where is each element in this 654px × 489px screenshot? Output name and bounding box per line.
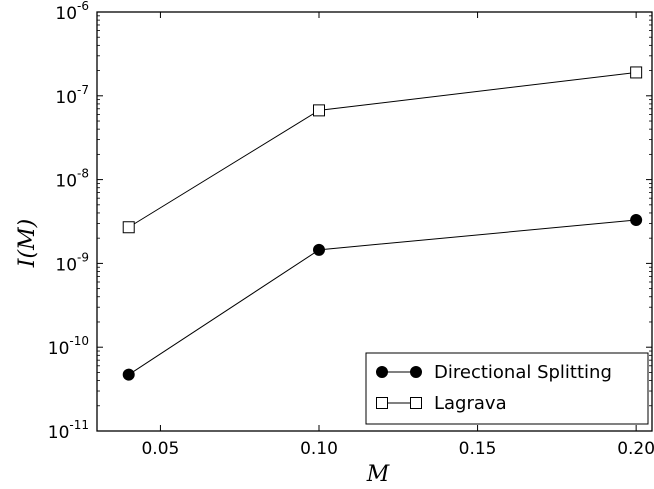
data-point: [630, 66, 643, 79]
y-tick-base: 10: [55, 172, 77, 192]
y-tick-base: 10: [48, 423, 70, 443]
data-point: [313, 243, 325, 256]
legend-marker: [410, 397, 422, 409]
y-tick-base: 10: [48, 339, 70, 359]
y-tick-exponent: -8: [77, 167, 89, 181]
y-tick-base: 10: [55, 255, 77, 275]
data-point: [122, 221, 135, 234]
y-tick-base: 10: [55, 88, 77, 108]
x-tick-label: 0.05: [141, 439, 179, 459]
data-point: [313, 104, 325, 117]
y-tick-label: 10-10: [48, 334, 89, 359]
y-axis-label: I(M): [15, 219, 40, 268]
series-line: [128, 219, 637, 376]
series-1: [122, 66, 643, 234]
y-tick-exponent: -7: [77, 83, 89, 97]
plot-frame: [96, 11, 653, 432]
axis-labels: M I(M): [15, 219, 390, 487]
y-tick-label: 10-7: [55, 83, 89, 108]
legend-label: Directional Splitting: [434, 362, 612, 383]
legend-marker: [376, 366, 388, 378]
legend: Directional Splitting Lagrava: [365, 352, 649, 425]
y-tick-label: 10-6: [55, 0, 89, 24]
y-tick-exponent: -9: [77, 250, 89, 264]
legend-label: Lagrava: [434, 393, 507, 414]
x-tick-label: 0.10: [300, 439, 338, 459]
series-line: [128, 71, 637, 228]
data-point: [630, 213, 643, 226]
x-axis-label: M: [366, 462, 390, 487]
y-tick-base: 10: [55, 4, 77, 24]
legend-marker: [376, 397, 388, 409]
y-tick-exponent: -6: [77, 0, 89, 13]
legend-box: [365, 352, 649, 425]
series-0: [122, 213, 643, 381]
legend-item: Lagrava: [376, 393, 507, 414]
ticks: 0.05 0.10 0.15 0.2010-1110-1010-910-810-710…: [48, 0, 654, 459]
x-tick-label: 0.20: [617, 439, 654, 459]
x-tick-label: 0.15: [459, 439, 497, 459]
series-layer: [122, 66, 643, 381]
y-tick-label: 10-8: [55, 167, 89, 192]
legend-item: Directional Splitting: [376, 362, 612, 383]
y-tick-exponent: -10: [69, 334, 89, 348]
y-tick-label: 10-9: [55, 250, 89, 275]
legend-marker: [410, 366, 422, 378]
y-tick-label: 10-11: [48, 418, 89, 443]
data-point: [122, 368, 135, 381]
plot-border: [96, 11, 653, 432]
y-tick-exponent: -11: [69, 418, 89, 432]
